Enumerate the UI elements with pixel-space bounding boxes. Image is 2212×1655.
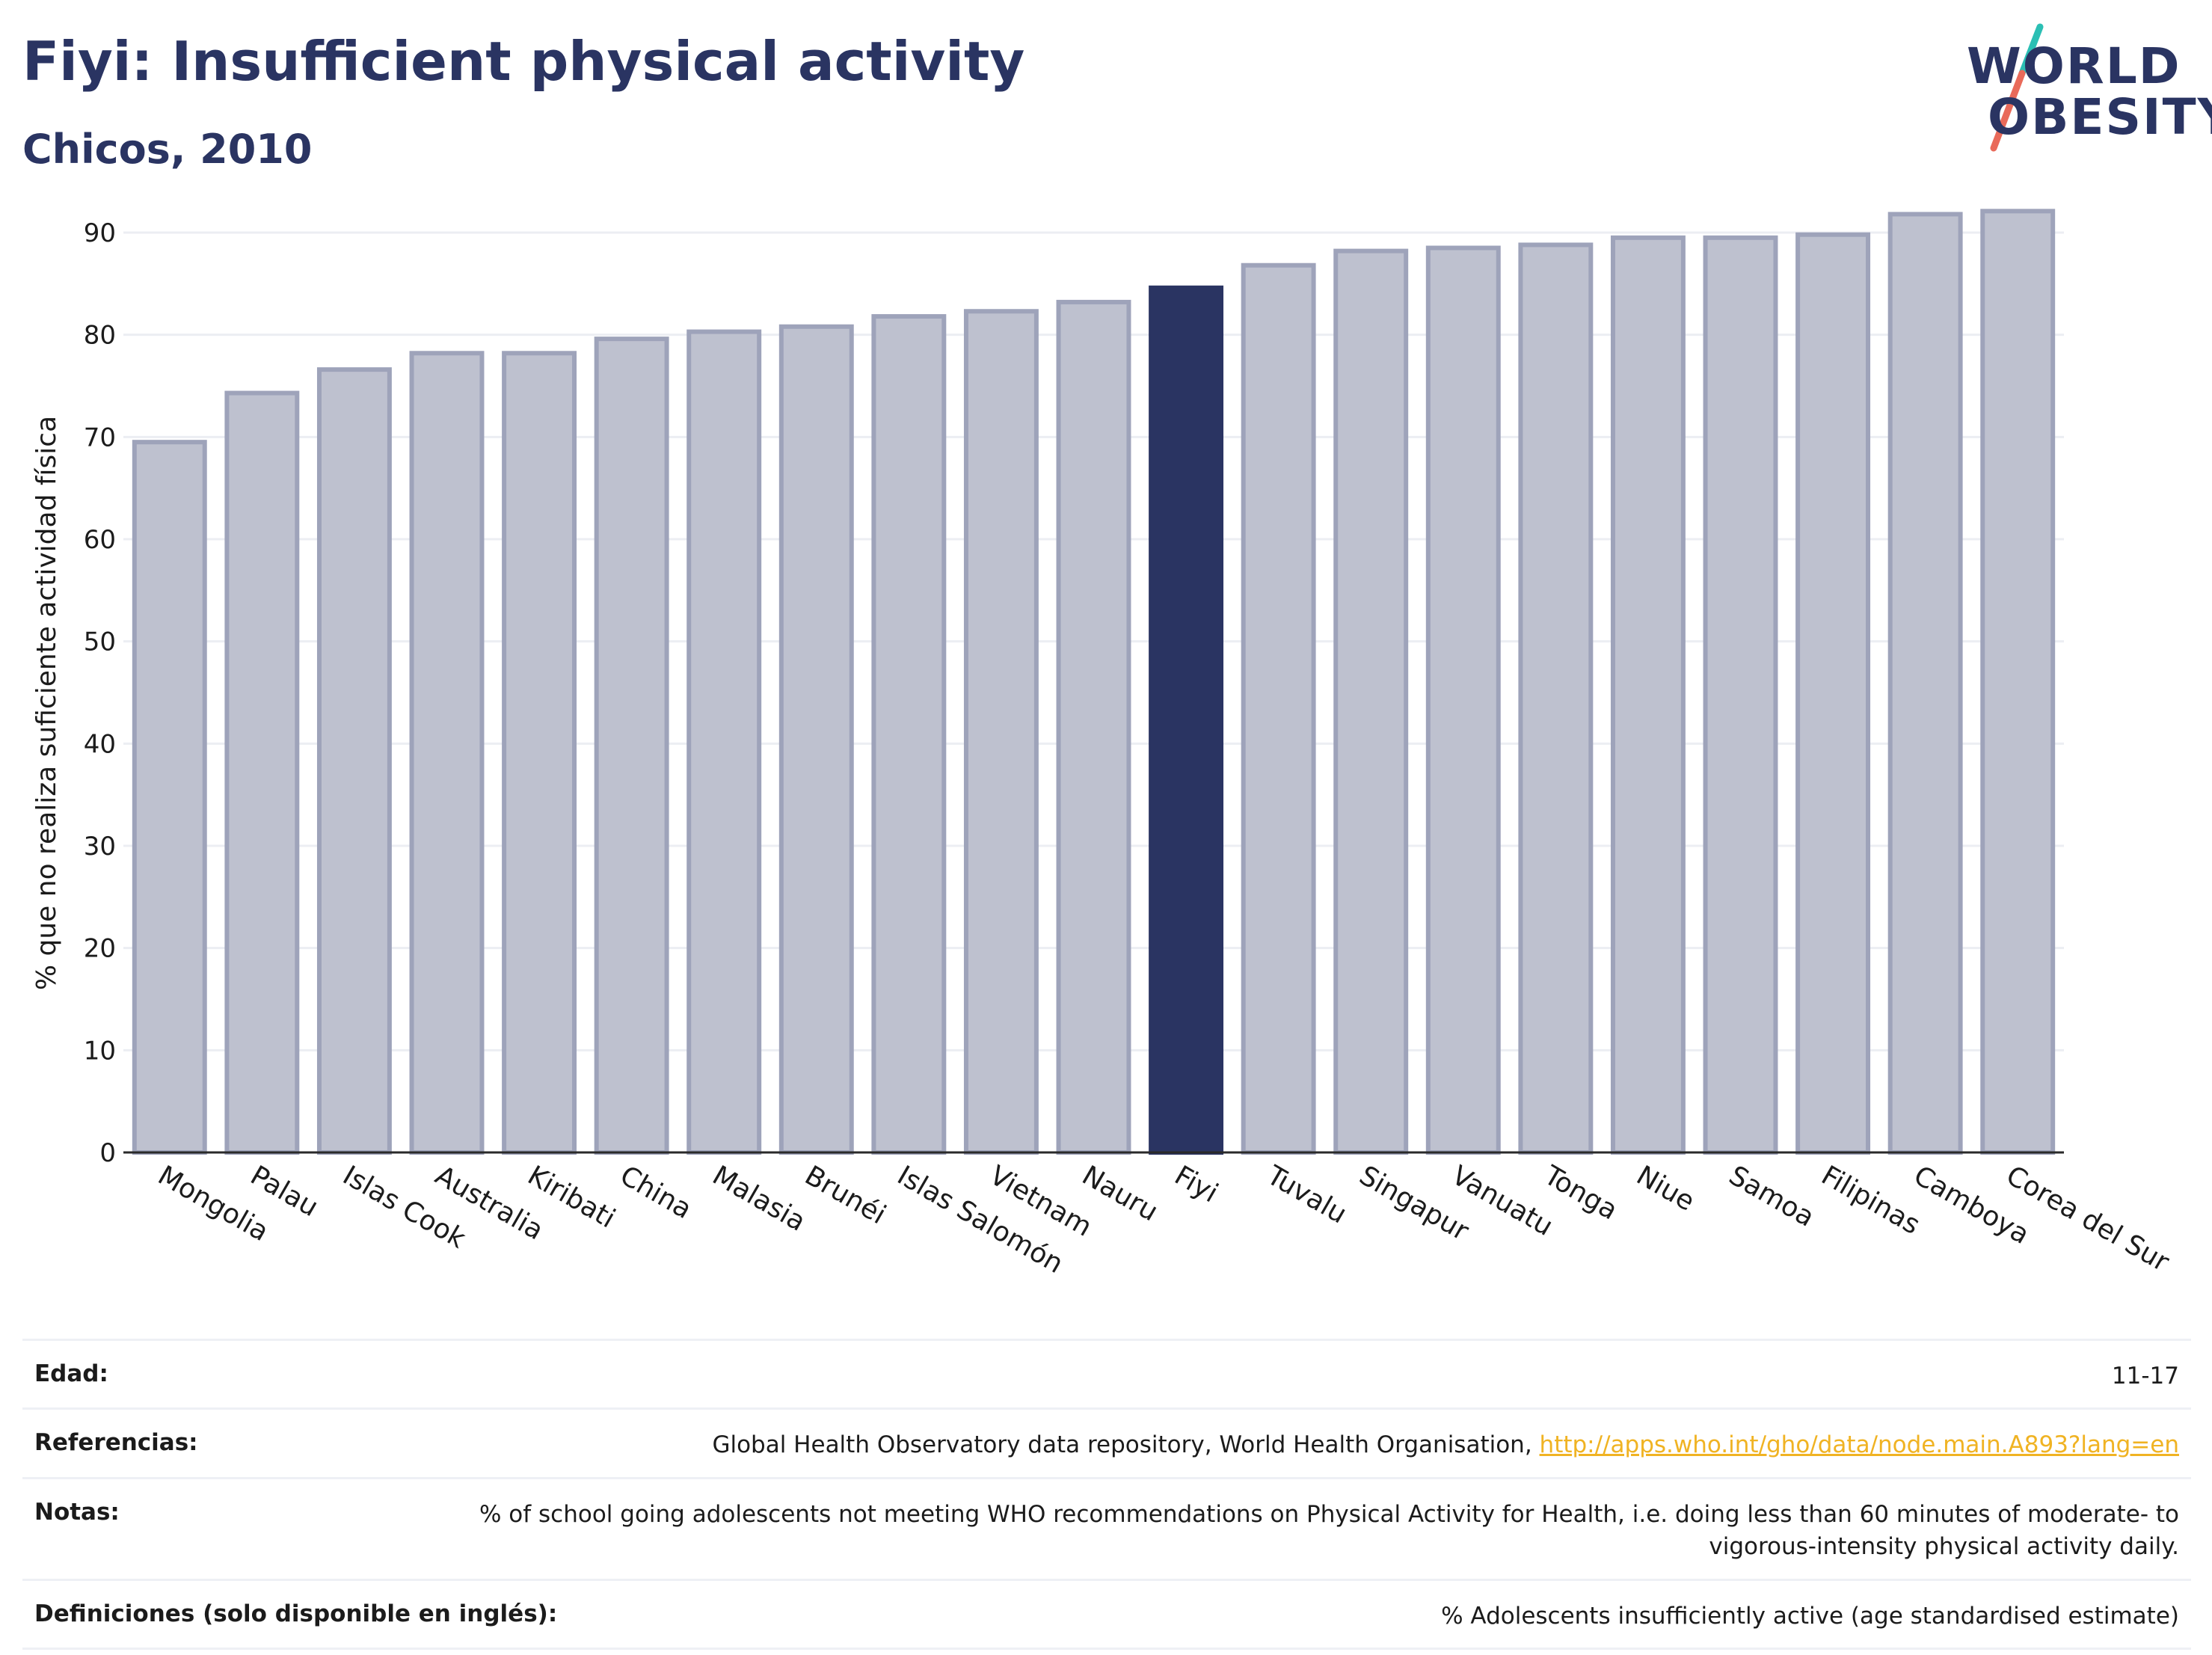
- bar-kiribati: [502, 351, 577, 1155]
- bar-vanuatu: [1425, 245, 1501, 1155]
- x-tick-label: Brunéi: [799, 1160, 891, 1230]
- x-tick-label: Niue: [1631, 1160, 1699, 1217]
- y-tick-label: 30: [84, 832, 116, 862]
- meta-age-label: Edad:: [34, 1360, 108, 1387]
- y-tick-label: 0: [99, 1138, 116, 1168]
- bar-nauru: [1056, 299, 1131, 1155]
- bar-camboya: [1887, 212, 1963, 1155]
- bar-australia: [409, 351, 485, 1155]
- bar-mongolia: [132, 440, 207, 1155]
- x-tick-label: Filipinas: [1816, 1160, 1926, 1241]
- bar-tonga: [1518, 242, 1594, 1155]
- bar-fiyi: [1149, 285, 1224, 1155]
- x-tick-label: Samoa: [1724, 1160, 1819, 1233]
- references-link[interactable]: http://apps.who.int/gho/data/node.main.A…: [1539, 1431, 2179, 1459]
- bar-tuvalu: [1241, 262, 1316, 1155]
- y-tick-label: 80: [84, 321, 116, 351]
- chart-bars: [132, 209, 2056, 1155]
- bar-corea-del-sur: [1980, 209, 2056, 1155]
- y-tick-label: 70: [84, 423, 116, 452]
- x-tick-label: Malasia: [707, 1160, 811, 1238]
- y-tick-label: 10: [84, 1036, 116, 1066]
- meta-references-label: Referencias:: [34, 1429, 198, 1457]
- meta-row-age: Edad: 11-17: [22, 1339, 2191, 1407]
- metadata-table: Edad: 11-17 Referencias: Global Health O…: [22, 1339, 2191, 1650]
- x-tick-label: Fiyi: [1170, 1160, 1223, 1209]
- meta-row-notes: Notas: % of school going adolescents not…: [22, 1476, 2191, 1579]
- x-tick-label: China: [615, 1160, 697, 1225]
- page-title: Fiyi: Insufficient physical activity: [22, 30, 1025, 93]
- bar-islas-salomón: [871, 314, 947, 1155]
- y-tick-label: 90: [84, 218, 116, 248]
- bar-palau: [224, 390, 300, 1155]
- page-subtitle: Chicos, 2010: [22, 126, 313, 173]
- world-obesity-logo: WORLD OBESITY: [1952, 15, 2212, 165]
- logo-slash-icon: [1990, 23, 2044, 152]
- y-axis-ticks: 0 10 20 30 40 50 60 70 80 90: [84, 218, 116, 1168]
- meta-notes-label: Notas:: [34, 1498, 120, 1526]
- bar-malasia: [686, 329, 762, 1155]
- bar-china: [594, 337, 669, 1155]
- references-text: Global Health Observatory data repositor…: [712, 1431, 1540, 1459]
- meta-row-definitions: Definiciones (solo disponible en inglés)…: [22, 1578, 2191, 1650]
- y-tick-label: 40: [84, 729, 116, 759]
- y-tick-label: 50: [84, 627, 116, 657]
- bar-vietnam: [963, 309, 1039, 1155]
- logo-word-world: WORLD: [1967, 37, 2181, 95]
- x-tick-label: Islas Salomón: [892, 1160, 1069, 1280]
- meta-notes-value: % of school going adolescents not meetin…: [479, 1500, 2179, 1561]
- meta-age-value: 11-17: [2111, 1363, 2179, 1390]
- meta-row-references: Referencias: Global Health Observatory d…: [22, 1407, 2191, 1476]
- y-tick-label: 20: [84, 934, 116, 964]
- bar-islas-cook: [316, 367, 392, 1155]
- meta-definitions-label: Definiciones (solo disponible en inglés)…: [34, 1600, 558, 1627]
- bar-brunéi: [778, 324, 854, 1155]
- logo-word-obesity: OBESITY: [1988, 88, 2212, 146]
- y-tick-label: 60: [84, 525, 116, 555]
- y-axis-label: % que no realiza suficiente actividad fí…: [31, 416, 62, 990]
- bar-singapur: [1333, 248, 1409, 1155]
- bar-samoa: [1703, 235, 1778, 1155]
- meta-definitions-value: % Adolescents insufficiently active (age…: [1441, 1602, 2179, 1630]
- x-tick-label: Tuvalu: [1261, 1160, 1351, 1230]
- bar-niue: [1610, 235, 1686, 1155]
- meta-references-value: Global Health Observatory data repositor…: [712, 1429, 2179, 1461]
- bar-filipinas: [1795, 232, 1871, 1155]
